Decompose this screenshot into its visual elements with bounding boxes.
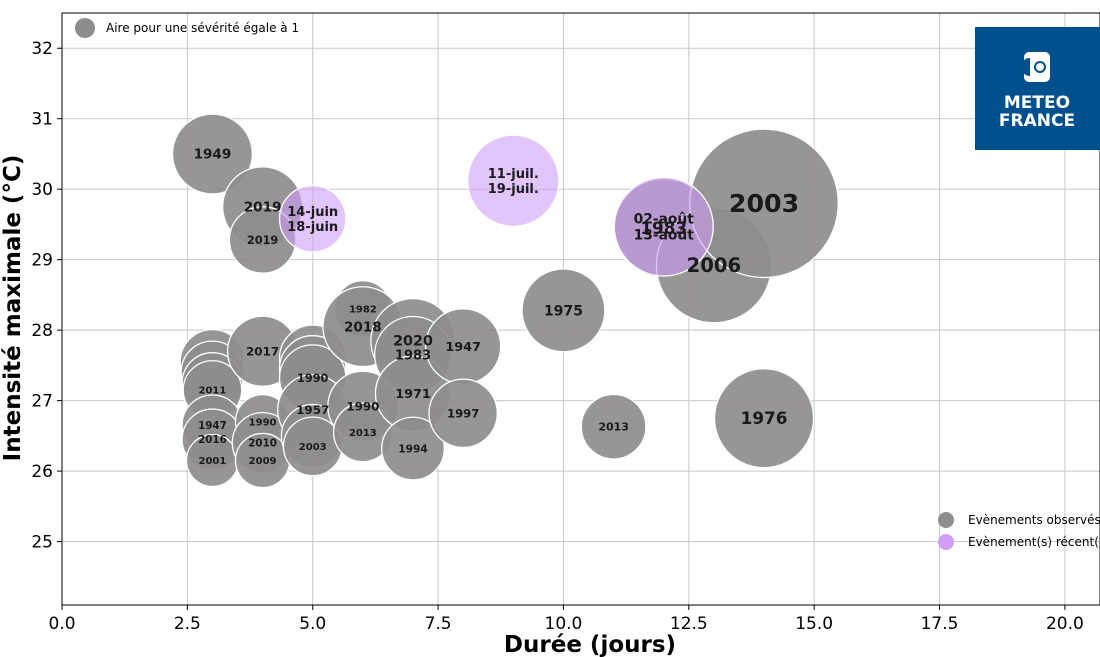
- plot-frame: [61, 12, 1100, 606]
- x-tick-label: 5.0: [299, 614, 326, 634]
- logo-background: [975, 27, 1100, 150]
- y-tick-label: 29: [31, 251, 53, 271]
- x-tick-label: 17.5: [921, 614, 959, 634]
- size-legend-label: Aire pour une sévérité égale à 1: [106, 21, 299, 35]
- recent-event-bubble: [278, 184, 347, 253]
- observed-event-label: 1947: [445, 340, 481, 355]
- observed-event-label: 2018: [344, 319, 382, 335]
- size-legend-marker: [75, 18, 95, 38]
- observed-event-label: 1982: [349, 305, 377, 316]
- x-tick-label: 15.0: [795, 614, 833, 634]
- y-tick-label: 26: [31, 462, 53, 482]
- observed-event-label: 2020: [393, 334, 433, 350]
- observed-event-bubble: [381, 416, 445, 481]
- logo-line2: FRANCE: [999, 111, 1075, 131]
- x-axis-title: Durée (jours): [504, 632, 676, 657]
- observed-event-label: 1983: [395, 348, 431, 363]
- legend-label-observed: Evènements observés: [968, 513, 1100, 527]
- observed-event-label: 2003: [299, 442, 327, 453]
- recent-event-label: 18-juin: [287, 220, 338, 235]
- x-tick-label: 2.5: [174, 614, 201, 634]
- observed-event-label: 2019: [247, 234, 279, 247]
- observed-event-bubble: [580, 393, 647, 460]
- observed-event-label: 1971: [395, 387, 431, 402]
- observed-event-label: 2019: [244, 200, 282, 216]
- bubble-labels: 1949 2019 2019 2011 1947 2016 2001 2017 1990 2010…: [194, 147, 800, 467]
- observed-event-bubble: [713, 368, 815, 469]
- observed-event-label: 2013: [598, 421, 629, 434]
- observed-event-label: 2016: [198, 434, 227, 446]
- observed-event-label: 1975: [544, 303, 583, 319]
- observed-event-label: 2009: [249, 456, 277, 467]
- recent-event-bubble: [613, 176, 714, 277]
- recent-event-label: 02-août: [634, 211, 695, 227]
- legend-marker-recent: [938, 534, 954, 550]
- observed-event-bubble: [521, 268, 606, 353]
- x-tick-label: 20.0: [1046, 614, 1084, 634]
- x-tick-label: 12.5: [670, 614, 708, 634]
- x-tick-label: 10.0: [545, 614, 583, 634]
- recent-event-label: 14-juin: [287, 205, 338, 220]
- observed-event-label: 1994: [398, 442, 428, 455]
- y-tick-label: 27: [31, 392, 53, 412]
- recent-event-label: 19-juil.: [488, 182, 539, 197]
- observed-event-label: 2011: [199, 386, 227, 397]
- observed-event-label: 1947: [198, 420, 227, 432]
- observed-event-label: 1990: [297, 372, 329, 385]
- y-axis-title: Intensité maximale (°C): [0, 155, 26, 462]
- x-tick-label: 7.5: [425, 614, 452, 634]
- series-legend: Evènements observés Evènement(s) récent(…: [938, 512, 1100, 550]
- observed-event-label: 2001: [199, 456, 227, 467]
- logo-line1: METEO: [1004, 93, 1070, 113]
- meteo-france-logo: METEO FRANCE: [975, 27, 1100, 150]
- y-tick-label: 25: [31, 533, 53, 553]
- recent-event-label: 11-juil.: [488, 167, 539, 182]
- logo-emblem-icon: [1021, 52, 1050, 82]
- observed-event-bubble: [428, 378, 498, 449]
- observed-event-label: 1990: [249, 417, 277, 428]
- x-tick-label: 0.0: [48, 614, 75, 634]
- recent-event-bubble: [467, 134, 560, 228]
- observed-event-label: 2010: [248, 438, 277, 450]
- recent-event-label: 13-août: [634, 227, 695, 243]
- observed-event-bubble: [171, 113, 253, 195]
- legend-label-recent: Evènement(s) récent(s): [968, 535, 1100, 549]
- observed-event-label: 2003: [729, 189, 799, 218]
- observed-event-label: 1997: [447, 406, 479, 420]
- observed-event-label: 2017: [246, 344, 279, 358]
- y-tick-label: 30: [31, 180, 53, 200]
- bubbles: [171, 113, 839, 489]
- observed-event-label: 2006: [687, 254, 741, 277]
- observed-event-label: 1949: [194, 147, 232, 163]
- y-ticks: 25 26 27 28 29 30 31 32: [31, 39, 62, 553]
- y-tick-label: 32: [31, 39, 53, 59]
- y-tick-label: 31: [31, 110, 53, 130]
- observed-event-label: 1983: [640, 218, 687, 238]
- x-ticks: 0.0 2.5 5.0 7.5 10.0 12.5 15.0 17.5 20.0: [48, 605, 1084, 634]
- observed-event-label: 1976: [741, 408, 788, 428]
- observed-event-label: 1990: [346, 399, 379, 413]
- legend-marker-observed: [938, 512, 954, 528]
- size-legend: Aire pour une sévérité égale à 1: [75, 18, 299, 38]
- observed-event-label: 1957: [296, 403, 329, 417]
- y-tick-label: 28: [31, 321, 53, 341]
- observed-event-label: 2013: [349, 428, 377, 439]
